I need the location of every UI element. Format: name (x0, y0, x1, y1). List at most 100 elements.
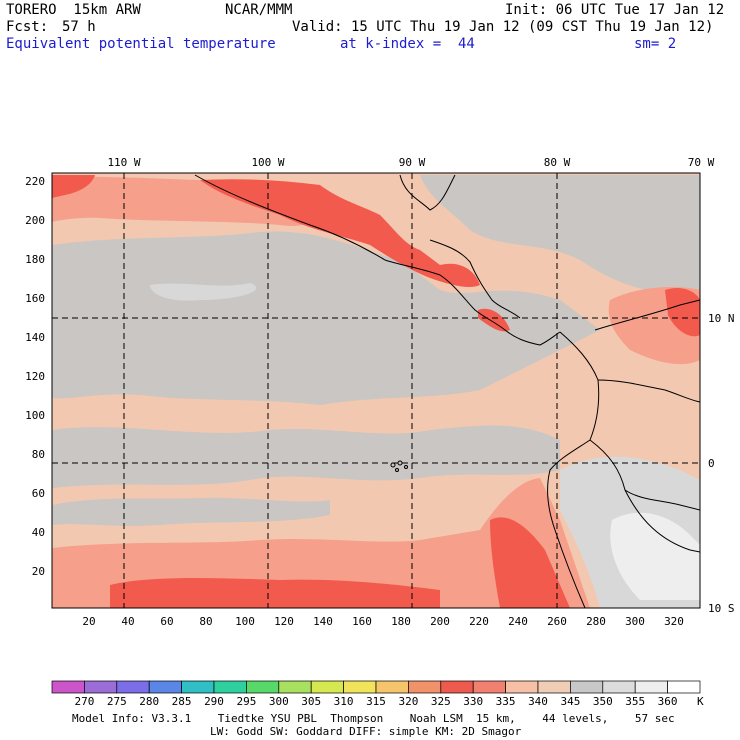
x-tick-200: 200 (430, 615, 450, 628)
x-tick-20: 20 (82, 615, 95, 628)
colorbar-swatch (181, 680, 215, 694)
colorbar-tick-label: 355 (625, 695, 646, 708)
field-red-costa-rica (478, 308, 510, 332)
lon-labels: 110 W 100 W 90 W 80 W 70 W (107, 156, 714, 169)
field-title: Equivalent potential temperature (6, 36, 276, 52)
level-label: at k-index = 44 (340, 36, 475, 52)
colorbar-swatch (343, 680, 377, 694)
colorbar-tick-label: 300 (268, 695, 289, 708)
field-grey-band-south (52, 497, 330, 526)
init-time: Init: 06 UTC Tue 17 Jan 12 (505, 2, 725, 18)
field-red-mexico-coast (200, 179, 480, 288)
valid-time: Valid: 15 UTC Thu 19 Jan 12 (09 CST Thu … (292, 19, 714, 35)
colorbar-tick-label: 345 (560, 695, 581, 708)
y-tick-220: 220 (25, 175, 45, 188)
colorbar-swatch (634, 680, 668, 694)
x-tick-240: 240 (508, 615, 528, 628)
x-tick-60: 60 (160, 615, 173, 628)
x-tick-140: 140 (313, 615, 333, 628)
colorbar (51, 680, 701, 694)
colorbar-swatch (408, 680, 442, 694)
field-grey-band-mid (52, 425, 560, 488)
lon-label-70w: 70 W (688, 156, 715, 169)
x-tick-160: 160 (352, 615, 372, 628)
lon-label-110w: 110 W (107, 156, 140, 169)
field-grey-east (420, 175, 700, 293)
colorbar-tick-label: 335 (495, 695, 516, 708)
colorbar-swatch (440, 680, 474, 694)
colorbar-tick-label: 295 (236, 695, 257, 708)
coast-mexico-central-america (194, 174, 561, 346)
lat-label-10s: 10 S (708, 602, 735, 615)
smoothing-label: sm= 2 (634, 36, 677, 52)
colorbar-tick-label: 325 (430, 695, 451, 708)
y-tick-100: 100 (25, 409, 45, 422)
y-tick-180: 180 (25, 253, 45, 266)
colorbar-swatch (375, 680, 409, 694)
forecast-hour: 57 h (62, 19, 96, 35)
colorbar-tick-label: 330 (463, 695, 484, 708)
x-tick-120: 120 (274, 615, 294, 628)
model-title: TORERO 15km ARW (6, 2, 141, 18)
colorbar-tick-label: 350 (592, 695, 613, 708)
y-tick-140: 140 (25, 331, 45, 344)
coastlines (194, 174, 700, 608)
field-red-south-band (110, 577, 440, 608)
colorbar-tick-label: 315 (366, 695, 386, 708)
map-frame (51, 172, 701, 609)
y-tick-160: 160 (25, 292, 45, 305)
y-tick-200: 200 (25, 214, 45, 227)
lon-label-90w: 90 W (399, 156, 426, 169)
y-tick-120: 120 (25, 370, 45, 383)
lon-label-80w: 80 W (544, 156, 571, 169)
colorbar-tick-label: 310 (333, 695, 354, 708)
x-tick-labels: 20 40 60 80 100 120 140 160 180 200 220 … (82, 615, 684, 628)
colorbar-unit: K (697, 695, 704, 708)
coast-caribbean-side (429, 239, 521, 319)
coast-colombia-ecuador-peru (547, 331, 600, 608)
field-orange-south (52, 478, 590, 608)
colorbar-swatch (472, 680, 506, 694)
colorbar-tick-label: 270 (74, 695, 95, 708)
colorbar-swatch (602, 680, 636, 694)
coast-venezuela (594, 299, 700, 331)
field-red-venezuela (665, 288, 700, 337)
x-tick-260: 260 (547, 615, 567, 628)
colorbar-swatch (246, 680, 280, 694)
coast-gulf-yucatan (399, 174, 456, 211)
colorbar-swatch (505, 680, 539, 694)
theta-e-field (52, 173, 700, 608)
y-tick-40: 40 (32, 526, 45, 539)
y-tick-20: 20 (32, 565, 45, 578)
x-tick-80: 80 (199, 615, 212, 628)
colorbar-swatch (667, 680, 701, 694)
border-colombia (597, 379, 700, 403)
y-tick-labels: 220 200 180 160 140 120 100 80 60 40 20 (25, 175, 45, 578)
colorbar-swatch (310, 680, 344, 694)
colorbar-tick-label: 275 (106, 695, 127, 708)
field-red-ecuador-peru (490, 517, 570, 608)
colorbar-tick-label: 360 (657, 695, 678, 708)
colorbar-tick-label: 285 (171, 695, 192, 708)
forecast-label: Fcst: (6, 19, 49, 35)
colorbar-swatch (148, 680, 182, 694)
colorbar-tick-label: 290 (204, 695, 224, 708)
model-info-line: Model Info: V3.3.1 Tiedtke YSU PBL Thomp… (72, 712, 675, 725)
graticule (52, 173, 700, 608)
field-light-grey-ocean (150, 283, 257, 301)
lat-label-equator: 0 (708, 457, 715, 470)
x-tick-280: 280 (586, 615, 606, 628)
center-name: NCAR/MMM (225, 2, 293, 18)
x-tick-320: 320 (664, 615, 684, 628)
y-tick-60: 60 (32, 487, 45, 500)
colorbar-swatch (116, 680, 150, 694)
colorbar-swatch (278, 680, 312, 694)
x-tick-40: 40 (121, 615, 134, 628)
x-tick-100: 100 (235, 615, 255, 628)
physics-info-line: LW: Godd SW: Goddard DIFF: simple KM: 2D… (210, 725, 522, 738)
colorbar-tick-label: 320 (398, 695, 419, 708)
colorbar-tick-label: 280 (139, 695, 160, 708)
colorbar-swatch (537, 680, 571, 694)
colorbar-swatch (570, 680, 604, 694)
